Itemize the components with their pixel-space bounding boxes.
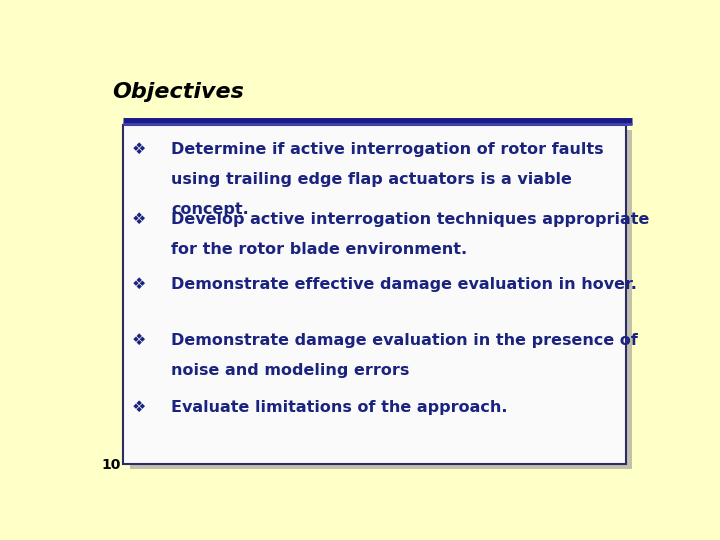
- Text: ❖: ❖: [132, 212, 146, 227]
- Text: noise and modeling errors: noise and modeling errors: [171, 363, 409, 378]
- Text: Develop active interrogation techniques appropriate: Develop active interrogation techniques …: [171, 212, 649, 227]
- Text: ❖: ❖: [132, 277, 146, 292]
- Bar: [130, 130, 632, 469]
- Text: 10: 10: [101, 458, 120, 472]
- Text: for the rotor blade environment.: for the rotor blade environment.: [171, 242, 467, 258]
- Text: Objectives: Objectives: [112, 82, 244, 102]
- Text: Determine if active interrogation of rotor faults: Determine if active interrogation of rot…: [171, 141, 603, 157]
- Text: ❖: ❖: [132, 400, 146, 415]
- Text: ❖: ❖: [132, 333, 146, 348]
- Text: concept.: concept.: [171, 201, 248, 217]
- Text: Evaluate limitations of the approach.: Evaluate limitations of the approach.: [171, 400, 508, 415]
- Text: using trailing edge flap actuators is a viable: using trailing edge flap actuators is a …: [171, 172, 572, 187]
- Bar: [124, 125, 626, 464]
- Text: Demonstrate damage evaluation in the presence of: Demonstrate damage evaluation in the pre…: [171, 333, 638, 348]
- Text: Demonstrate effective damage evaluation in hover.: Demonstrate effective damage evaluation …: [171, 277, 636, 292]
- Text: ❖: ❖: [132, 141, 146, 157]
